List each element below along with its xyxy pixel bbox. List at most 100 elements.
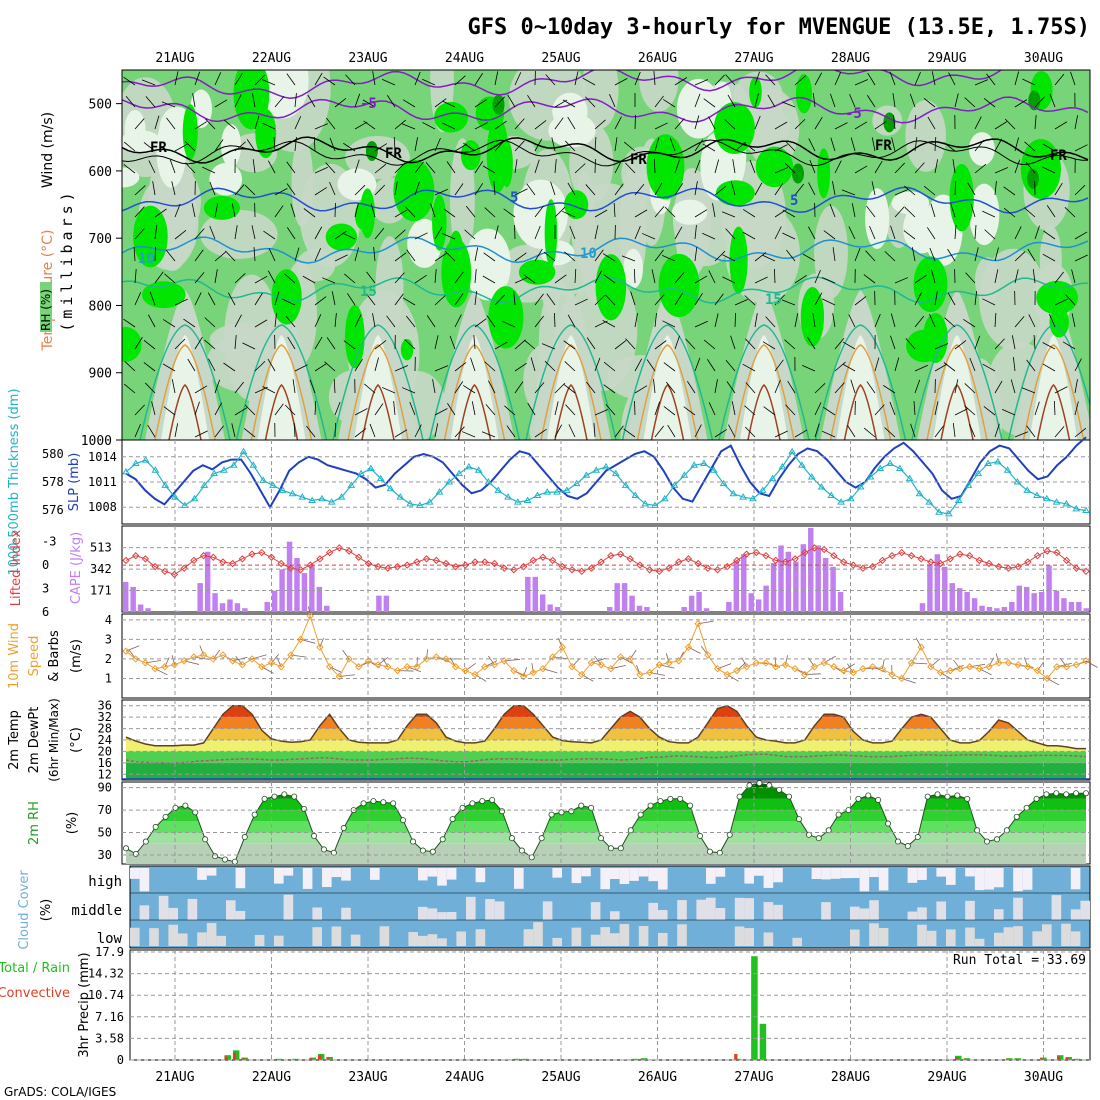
- cape-bar: [681, 606, 687, 612]
- rh-marker: [390, 800, 397, 807]
- wind-barb: [294, 364, 308, 372]
- wind-speed-marker: [364, 657, 373, 665]
- wind-barb: [874, 404, 885, 416]
- slp-marker: [572, 479, 581, 487]
- wind-barb: [463, 385, 476, 394]
- lifted-index-marker: [587, 564, 596, 572]
- cape-bar: [301, 573, 308, 612]
- wind-barb: [504, 405, 516, 416]
- wind-barb: [854, 121, 868, 130]
- wind-barb: [194, 430, 208, 438]
- cloud-cell: [1022, 868, 1033, 890]
- wind-barb: [303, 208, 316, 218]
- wind-speed-marker: [820, 659, 828, 667]
- thickness-label: 1000-500mb Thickness (dm): [7, 388, 22, 575]
- wind-barb: [251, 225, 256, 240]
- precip-conv-bar: [1040, 1058, 1044, 1060]
- wind-barb: [523, 274, 536, 284]
- lifted-index-marker: [413, 558, 421, 566]
- cape-bar: [525, 576, 531, 612]
- slp-marker: [690, 461, 699, 468]
- wind-barb: [708, 116, 716, 130]
- cloud-cell: [984, 868, 994, 890]
- wind-barb: [550, 181, 556, 196]
- cape-bar: [1001, 606, 1008, 612]
- wind-barb: [594, 409, 609, 416]
- cloud-cell: [427, 934, 438, 946]
- rh-moist-blob: [795, 74, 813, 114]
- cloud-cell: [158, 895, 169, 920]
- top-date-label: 22AUG: [252, 51, 291, 66]
- slp-marker: [729, 489, 738, 497]
- thickness-tick-label: 576: [42, 503, 64, 517]
- wind-barb: [814, 116, 823, 130]
- temp-grid: [174, 700, 1044, 780]
- temperature-contour-hotter: [264, 384, 299, 440]
- wind-barb: [687, 381, 696, 394]
- dewpoint-line: [125, 753, 1087, 764]
- cape-bar: [733, 560, 740, 612]
- wind-barb: [1054, 386, 1068, 394]
- wind-barb: [231, 203, 236, 218]
- wind-barb: [292, 379, 296, 394]
- slp-marker: [523, 496, 532, 503]
- wind-barb: [1074, 231, 1088, 240]
- rh-marker: [825, 827, 832, 834]
- wind-barb: [302, 275, 316, 284]
- wind-barb: [934, 363, 948, 372]
- temp2m-label: 2m Temp: [7, 710, 22, 770]
- wind-barb: [314, 336, 323, 350]
- precip-tick-label: 3.58: [95, 1031, 124, 1045]
- temperature-contour-warm: [1007, 324, 1090, 440]
- wind-speed-marker: [936, 668, 945, 677]
- cloud-cell: [437, 912, 447, 920]
- bottom-date-label: 27AUG: [734, 1070, 773, 1085]
- cloud-cell: [638, 926, 649, 946]
- wind-barb: [821, 277, 836, 284]
- wind-barb: [205, 118, 216, 130]
- wind-barb: [774, 121, 788, 130]
- wind-barb: [231, 423, 236, 438]
- wind-speed-marker: [500, 657, 508, 665]
- wind-barb: [430, 203, 436, 218]
- wind-barb: [654, 313, 657, 328]
- cloud-cell: [706, 897, 716, 920]
- wind-barb: [274, 188, 288, 196]
- temperature-contour-warm: [718, 324, 810, 440]
- wind-barb: [165, 249, 176, 262]
- wind-barb: [1042, 166, 1056, 174]
- rh-moist-blob: [255, 108, 277, 159]
- wind-barb: [442, 100, 456, 108]
- wind-barb: [964, 97, 976, 108]
- lifted-index-marker: [306, 561, 314, 569]
- wind-barb: [151, 401, 156, 416]
- lifted-index-marker: [432, 556, 441, 565]
- wind-barb: [134, 206, 145, 218]
- lifted-index-marker: [888, 552, 896, 560]
- pressure-tick-label: 500: [89, 98, 112, 113]
- slp-marker: [984, 459, 992, 467]
- wind-barb: [314, 400, 317, 416]
- wind-barb: [674, 226, 683, 240]
- wind-barb: [174, 203, 181, 218]
- wind-barb: [163, 406, 176, 416]
- wind-barb: [744, 405, 756, 416]
- wind-barb: [594, 225, 599, 240]
- wind-barb: [914, 114, 917, 130]
- rh-marker: [508, 835, 515, 842]
- wind-speed-marker: [839, 666, 848, 675]
- rh-marker: [904, 843, 911, 850]
- rh-marker: [182, 802, 189, 809]
- wind-barb: [422, 122, 436, 130]
- slp-marker: [680, 471, 689, 478]
- wind-barb: [414, 274, 427, 284]
- wind-barb: [702, 143, 716, 152]
- wind-barb: [823, 230, 836, 240]
- lifted-index-marker: [529, 556, 537, 565]
- wind-barb: [773, 268, 776, 284]
- wind-barb: [414, 161, 424, 174]
- slp-marker: [308, 496, 317, 503]
- wind-barb: [342, 232, 356, 240]
- wind-barb: [842, 363, 856, 372]
